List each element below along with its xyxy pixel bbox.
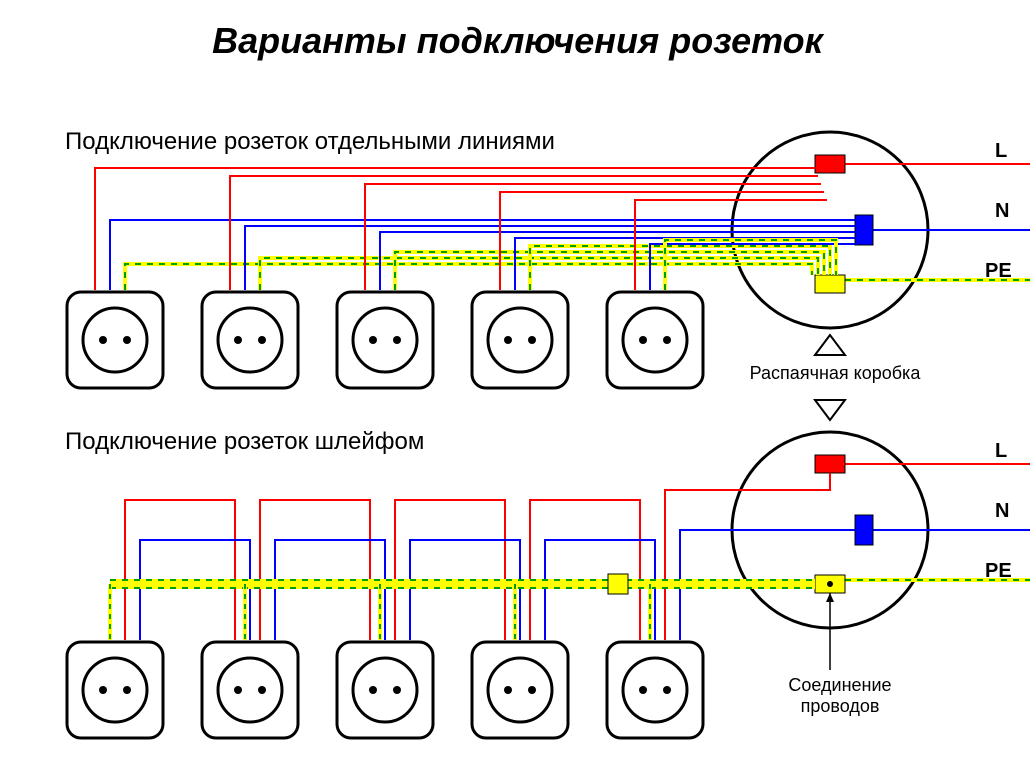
socket-2-2 (200, 640, 300, 740)
label-L-1: L (995, 140, 1007, 163)
socket-1-2 (200, 290, 300, 390)
socket-1-1 (65, 290, 165, 390)
junction-box-caption: Распаячная коробка (735, 363, 935, 384)
socket-1-4 (470, 290, 570, 390)
label-PE-2: PE (985, 560, 1012, 583)
page: Варианты подключения розеток Подключение… (0, 0, 1035, 777)
arrow-up-icon (815, 335, 845, 355)
N-block-1 (855, 215, 873, 245)
L-block-2 (815, 455, 845, 473)
arrow-down-icon (815, 400, 845, 420)
label-N-1: N (995, 200, 1009, 223)
L-block-1 (815, 155, 845, 173)
socket-2-3 (335, 640, 435, 740)
socket-2-5 (605, 640, 705, 740)
wire-connection-caption: Соединение проводов (760, 675, 920, 717)
PE-block-1 (815, 275, 845, 293)
socket-1-5 (605, 290, 705, 390)
label-PE-1: PE (985, 260, 1012, 283)
pe-connector (608, 574, 628, 594)
label-N-2: N (995, 500, 1009, 523)
socket-1-3 (335, 290, 435, 390)
socket-2-4 (470, 640, 570, 740)
label-L-2: L (995, 440, 1007, 463)
socket-2-1 (65, 640, 165, 740)
N-block-2 (855, 515, 873, 545)
